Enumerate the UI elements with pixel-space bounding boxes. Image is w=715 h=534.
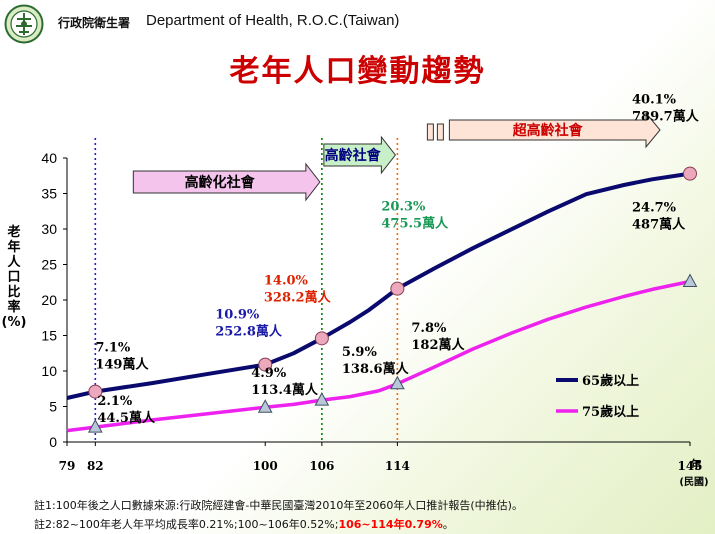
period-arrow bbox=[448, 111, 661, 149]
count-label-65: 475.5萬人 bbox=[381, 216, 449, 232]
rate-label-75: 7.8% bbox=[411, 321, 447, 336]
rate-label-75: 4.9% bbox=[251, 366, 287, 381]
footnote-2-highlight: 106~114年0.79% bbox=[338, 518, 443, 531]
rate-label-65: 20.3% bbox=[381, 200, 426, 215]
x-tick-label: 106 bbox=[309, 459, 334, 473]
marker-75 bbox=[390, 375, 405, 390]
count-label-75: 487萬人 bbox=[632, 217, 686, 233]
arrow-segment-block bbox=[426, 123, 434, 141]
marker-75 bbox=[257, 399, 273, 413]
marker-75 bbox=[682, 273, 698, 288]
count-label-75: 113.4萬人 bbox=[251, 382, 319, 398]
period-bands: 高齡化社會 高齡社會 超高齡社會 bbox=[94, 111, 661, 442]
x-tick-label: 145 bbox=[677, 459, 702, 473]
arrow-segment-block bbox=[436, 123, 444, 141]
y-axis-label-char: 老 bbox=[6, 224, 20, 240]
count-label-65: 149萬人 bbox=[95, 357, 149, 373]
footnote-1: 註1:100年後之人口數據來源:行政院經建會-中華民國臺灣2010年至2060年… bbox=[34, 499, 523, 512]
department-of-health-emblem-icon bbox=[4, 4, 44, 44]
count-label-75: 44.5萬人 bbox=[97, 410, 156, 426]
x-tick-label: 79 bbox=[59, 459, 76, 473]
y-axis-label-char: 率 bbox=[7, 299, 20, 315]
x-tick-label: 82 bbox=[87, 459, 104, 473]
x-axis-label-sub: (民國) bbox=[679, 476, 708, 488]
period-label: 高齡社會 bbox=[325, 147, 382, 164]
period-arrow bbox=[323, 135, 397, 175]
page-title: 老年人口變動趨勢 bbox=[229, 54, 486, 89]
y-axis-label-char: 人 bbox=[7, 254, 21, 270]
rate-label-65: 7.1% bbox=[95, 341, 131, 356]
y-axis-label-char: 年 bbox=[7, 239, 20, 255]
y-tick-label: 20 bbox=[41, 292, 57, 308]
footnote-2-end: 。 bbox=[442, 518, 454, 531]
marker-65 bbox=[390, 281, 405, 296]
rate-label-65: 40.1% bbox=[632, 93, 677, 108]
y-axis-label-char: (%) bbox=[2, 315, 27, 330]
rate-label-75: 24.7% bbox=[632, 201, 677, 216]
series-line bbox=[66, 171, 691, 400]
header: 行政院衛生署 Department of Health, R.O.C.(Taiw… bbox=[0, 0, 715, 44]
legend-label: 65歲以上 bbox=[582, 373, 639, 389]
rate-label-65: 10.9% bbox=[215, 308, 260, 323]
marker-75 bbox=[87, 419, 103, 433]
footnotes: 註1:100年後之人口數據來源:行政院經建會-中華民國臺灣2010年至2060年… bbox=[34, 496, 523, 534]
y-axis-label-char: 口 bbox=[7, 270, 20, 285]
x-tick-label: 114 bbox=[385, 459, 410, 473]
rate-label-75: 5.9% bbox=[342, 345, 378, 360]
footnote-2-text: 註2:82~100年老人年平均成長率0.21%;100~106年0.52%; bbox=[34, 518, 339, 531]
marker-65 bbox=[683, 166, 697, 181]
y-tick-label: 25 bbox=[41, 257, 57, 273]
agency-name: 行政院衛生署 bbox=[58, 16, 131, 30]
period-arrow bbox=[132, 162, 321, 202]
count-label-65: 789.7萬人 bbox=[632, 109, 700, 125]
marker-75 bbox=[314, 392, 330, 406]
y-tick-label: 15 bbox=[41, 328, 57, 344]
count-label-65: 328.2萬人 bbox=[264, 289, 332, 305]
count-label-65: 252.8萬人 bbox=[215, 324, 283, 340]
marker-65 bbox=[258, 357, 273, 372]
footnote-2: 註2:82~100年老人年平均成長率0.21%;100~106年0.52%;10… bbox=[34, 515, 523, 534]
data-markers bbox=[87, 166, 698, 433]
series-lines bbox=[66, 171, 691, 433]
marker-65 bbox=[88, 384, 103, 399]
y-tick-label: 5 bbox=[49, 399, 57, 415]
count-label-75: 182萬人 bbox=[411, 337, 465, 353]
series-line bbox=[66, 279, 691, 433]
rate-label-75: 2.1% bbox=[97, 394, 133, 409]
y-tick-label: 10 bbox=[41, 363, 57, 379]
data-labels: 7.1%149萬人 10.9%252.8萬人 14.0%328.2萬人 20.3%47… bbox=[95, 93, 699, 426]
legend-label: 75歲以上 bbox=[582, 404, 639, 420]
y-tick-label: 0 bbox=[49, 434, 57, 450]
y-tick-label: 40 bbox=[41, 150, 57, 166]
x-axis-label: 年 bbox=[691, 457, 702, 471]
y-axis-label-char: 比 bbox=[7, 284, 20, 300]
y-tick-label: 30 bbox=[41, 221, 57, 237]
rate-label-65: 14.0% bbox=[264, 273, 309, 288]
count-label-75: 138.6萬人 bbox=[342, 361, 410, 377]
period-label: 超高齡社會 bbox=[512, 122, 584, 139]
marker-65 bbox=[314, 331, 329, 346]
y-tick-label: 35 bbox=[41, 186, 57, 202]
period-label: 高齡化社會 bbox=[185, 174, 256, 191]
legend: 65歲以上 75歲以上 bbox=[556, 373, 639, 420]
agency-name-english: Department of Health, R.O.C.(Taiwan) bbox=[146, 12, 400, 29]
x-tick-label: 100 bbox=[253, 459, 278, 473]
